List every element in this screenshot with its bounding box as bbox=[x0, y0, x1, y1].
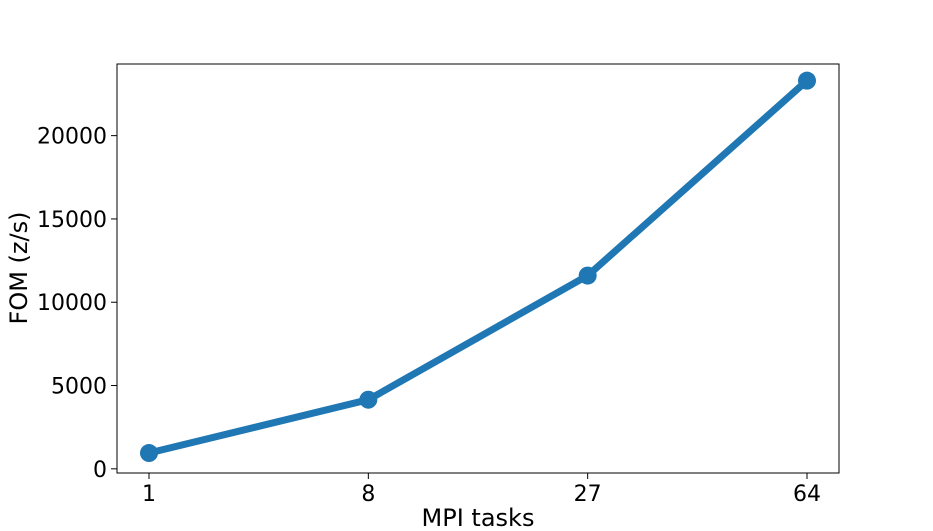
y-tick-label: 5000 bbox=[51, 375, 107, 400]
y-axis-title: FOM (z/s) bbox=[5, 212, 33, 325]
data-point bbox=[359, 390, 378, 409]
y-tick-label: 0 bbox=[93, 458, 107, 483]
x-axis: 1 8 27 64 bbox=[142, 473, 821, 507]
series-line bbox=[145, 77, 811, 457]
x-tick-label: 27 bbox=[574, 482, 602, 507]
plot-area bbox=[116, 63, 840, 474]
data-point bbox=[798, 71, 816, 90]
x-tick-label: 64 bbox=[793, 482, 821, 507]
x-tick-label: 8 bbox=[361, 482, 375, 507]
data-point bbox=[578, 266, 597, 285]
series-layer bbox=[140, 71, 816, 463]
y-tick-label: 10000 bbox=[37, 291, 107, 316]
x-tick-label: 1 bbox=[142, 482, 156, 507]
data-point bbox=[140, 444, 158, 463]
y-axis: 0 5000 10000 15000 20000 bbox=[37, 125, 117, 483]
y-tick-label: 15000 bbox=[37, 208, 107, 233]
y-tick-label: 20000 bbox=[37, 125, 107, 150]
x-axis-title: MPI tasks bbox=[422, 504, 535, 531]
